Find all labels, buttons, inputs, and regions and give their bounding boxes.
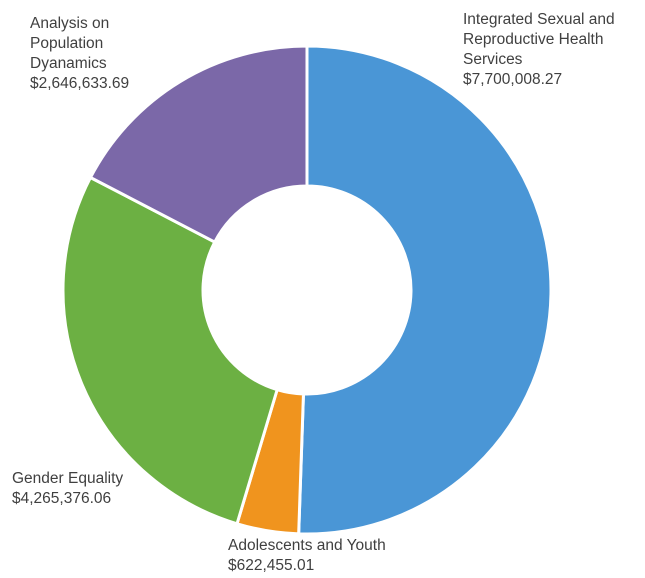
- slice-label-value: $4,265,376.06: [12, 490, 112, 507]
- slice-label-analysis-population-dynamics: Analysis on Population Dyanamics $2,646,…: [30, 14, 129, 94]
- slice-label-value: $622,455.01: [228, 557, 315, 574]
- slice-label-value: $2,646,633.69: [30, 75, 130, 92]
- slice-label-gender-equality: Gender Equality $4,265,376.06: [12, 469, 123, 509]
- donut-slices: [61, 44, 553, 536]
- slice-label-name: Analysis on Population Dyanamics: [30, 15, 110, 72]
- slice-analysis-population-dynamics: [88, 44, 309, 244]
- slice-gender-equality: [61, 175, 279, 526]
- slice-label-name: Integrated Sexual and Reproductive Healt…: [463, 11, 615, 68]
- slice-label-name: Gender Equality: [12, 470, 124, 487]
- slice-label-adolescents-and-youth: Adolescents and Youth $622,455.01: [228, 536, 386, 576]
- slice-label-value: $7,700,008.27: [463, 71, 563, 88]
- slice-integrated-sexual-reproductive-health: [297, 44, 553, 536]
- slice-label-name: Adolescents and Youth: [228, 537, 386, 554]
- slice-label-integrated-sexual-reproductive-health: Integrated Sexual and Reproductive Healt…: [463, 10, 615, 90]
